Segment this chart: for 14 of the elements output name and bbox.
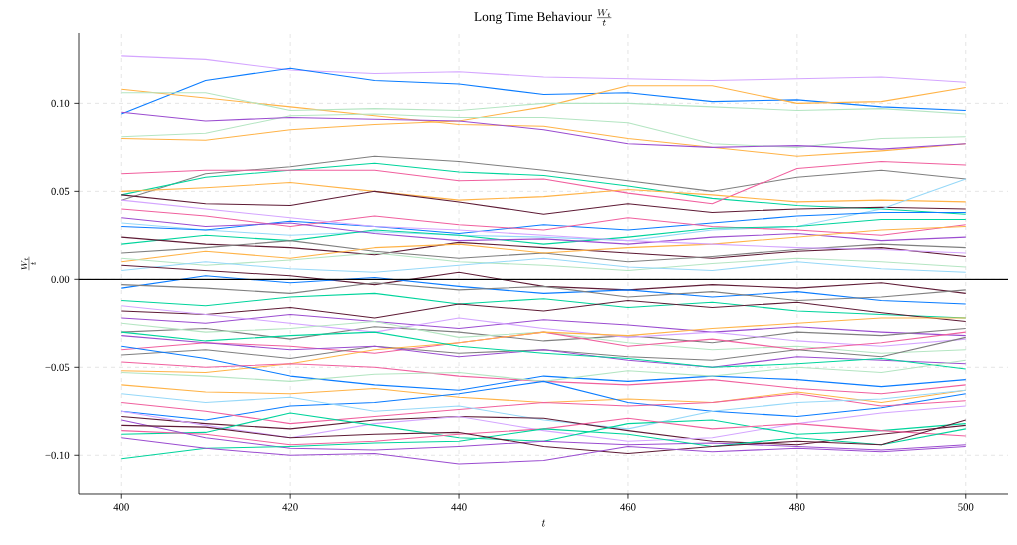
y-tick-label: 0.05: [51, 187, 70, 195]
x-tick-label: 480: [789, 503, 805, 511]
y-tick-label: −0.10: [45, 451, 70, 459]
y-axis-title: $\frac{W_t}{t}$: [21, 256, 36, 271]
y-tick-label: 0.10: [51, 99, 70, 107]
x-tick-label: 400: [113, 503, 129, 511]
x-tick-label: 440: [451, 503, 467, 511]
y-tick-label: 0.00: [51, 275, 70, 283]
x-axis-title: $t$: [541, 519, 546, 527]
chart-title: $\text{Long Time Behaviour }\frac{W_t}{t}$: [474, 9, 612, 26]
x-tick-label: 460: [620, 503, 636, 511]
x-tick-label: 500: [958, 503, 974, 511]
x-tick-label: 420: [282, 503, 298, 511]
y-tick-label: −0.05: [45, 363, 70, 371]
